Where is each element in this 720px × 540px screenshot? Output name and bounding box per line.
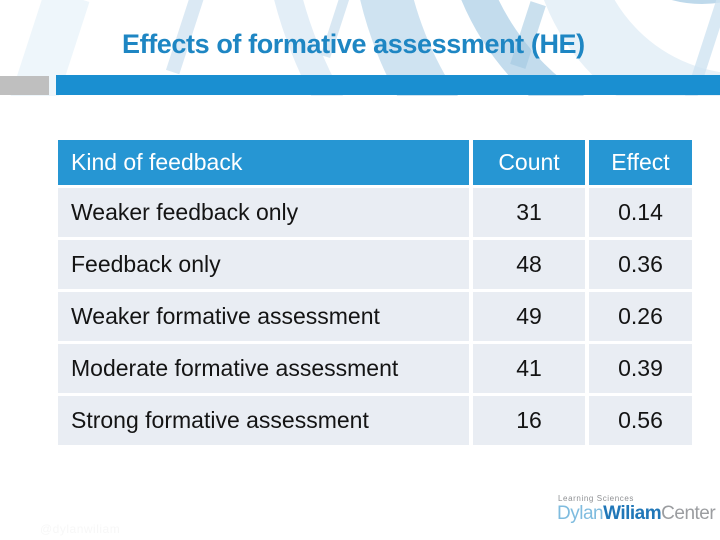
row-label: Feedback only bbox=[58, 240, 469, 289]
row-effect: 0.39 bbox=[589, 344, 692, 393]
table-row: Weaker feedback only 31 0.14 bbox=[58, 188, 692, 237]
logo-wiliam: Wiliam bbox=[603, 503, 662, 524]
header-effect: Effect bbox=[589, 140, 692, 185]
logo-dylan: Dylan bbox=[557, 503, 604, 524]
table-row: Feedback only 48 0.36 bbox=[58, 240, 692, 289]
row-count: 16 bbox=[473, 396, 585, 445]
row-effect: 0.14 bbox=[589, 188, 692, 237]
row-effect: 0.36 bbox=[589, 240, 692, 289]
row-count: 31 bbox=[473, 188, 585, 237]
feedback-effects-table: Kind of feedback Count Effect Weaker fee… bbox=[58, 140, 692, 448]
table-row: Moderate formative assessment 41 0.39 bbox=[58, 344, 692, 393]
row-label: Weaker feedback only bbox=[58, 188, 469, 237]
table-header-row: Kind of feedback Count Effect bbox=[58, 140, 692, 185]
logo-brand-text: DylanWiliamCenter bbox=[557, 503, 716, 524]
table-row: Weaker formative assessment 49 0.26 bbox=[58, 292, 692, 341]
dylan-wiliam-center-logo: Learning Sciences DylanWiliamCenter bbox=[557, 494, 716, 524]
row-label: Weaker formative assessment bbox=[58, 292, 469, 341]
slide-title: Effects of formative assessment (HE) bbox=[122, 29, 585, 59]
row-count: 48 bbox=[473, 240, 585, 289]
table-row: Strong formative assessment 16 0.56 bbox=[58, 396, 692, 445]
row-count: 49 bbox=[473, 292, 585, 341]
blue-accent-bar bbox=[56, 75, 720, 95]
header-count: Count bbox=[473, 140, 585, 185]
row-label: Strong formative assessment bbox=[58, 396, 469, 445]
row-effect: 0.56 bbox=[589, 396, 692, 445]
logo-tagline: Learning Sciences bbox=[558, 494, 635, 503]
gray-accent-bar bbox=[0, 76, 49, 95]
logo-center: Center bbox=[661, 503, 716, 524]
row-effect: 0.26 bbox=[589, 292, 692, 341]
header-kind-of-feedback: Kind of feedback bbox=[58, 140, 469, 185]
row-count: 41 bbox=[473, 344, 585, 393]
row-label: Moderate formative assessment bbox=[58, 344, 469, 393]
footer-handle-text: @dylanwiliam bbox=[40, 522, 121, 536]
